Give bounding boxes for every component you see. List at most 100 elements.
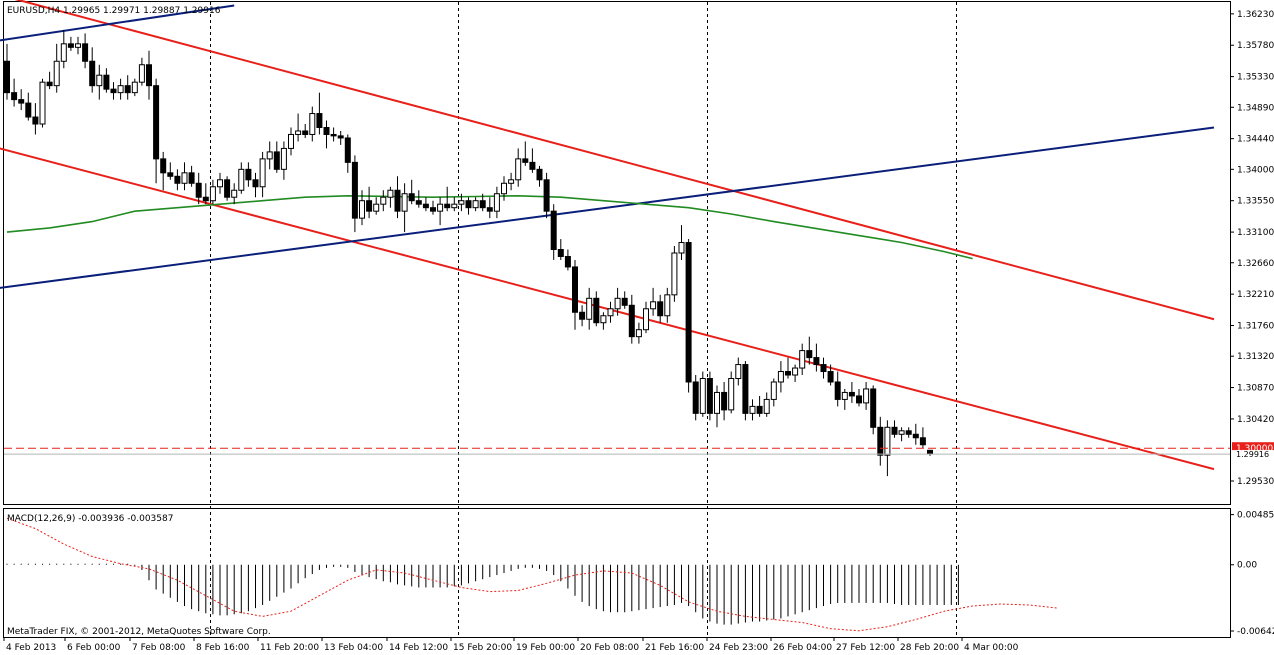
candle-body-bull bbox=[138, 64, 145, 83]
candle bbox=[735, 357, 742, 386]
macd-tick-label: -0.006420 bbox=[1237, 627, 1274, 637]
candle bbox=[785, 357, 791, 379]
candle bbox=[330, 127, 337, 142]
price-tick-label: 1.33550 bbox=[1237, 197, 1274, 207]
candle bbox=[685, 239, 692, 393]
candle-body-bull bbox=[586, 297, 593, 320]
candle-body-bull bbox=[728, 378, 735, 411]
candle-body-bear bbox=[579, 311, 586, 320]
candle bbox=[302, 124, 309, 138]
candle-body-bear bbox=[827, 371, 834, 383]
candle bbox=[799, 343, 806, 376]
time-tick-label: 28 Feb 20:00 bbox=[900, 643, 959, 653]
candle-body-bull bbox=[493, 193, 500, 212]
candle bbox=[529, 148, 536, 173]
time-tick-label: 6 Feb 00:00 bbox=[67, 643, 121, 653]
candle bbox=[763, 392, 770, 417]
candle bbox=[877, 416, 884, 466]
candle-body-bear bbox=[195, 182, 202, 198]
time-tick-label: 24 Feb 23:00 bbox=[709, 643, 768, 653]
candle-body-bear bbox=[834, 381, 841, 400]
candle-body-bear bbox=[32, 116, 39, 125]
time-tick-label: 15 Feb 20:00 bbox=[453, 643, 512, 653]
candle-body-bear bbox=[146, 64, 152, 87]
candle-body-bull bbox=[777, 371, 784, 383]
candle-body-bull bbox=[458, 200, 465, 205]
candle-body-bear bbox=[188, 172, 195, 184]
candle bbox=[96, 64, 103, 100]
candle bbox=[550, 204, 557, 260]
candle bbox=[380, 190, 387, 212]
price-axis: 1.36230 1.35780 1.35330 1.34890 1.34440 1.340… bbox=[1230, 10, 1274, 487]
candle-body-bear bbox=[536, 168, 543, 181]
candle-body-bull bbox=[763, 398, 770, 414]
candle bbox=[138, 57, 145, 86]
candle-body-bull bbox=[671, 252, 678, 296]
candle-body-bear bbox=[444, 203, 451, 209]
candle bbox=[621, 291, 628, 309]
candle bbox=[749, 399, 756, 421]
candle-body-bear bbox=[621, 297, 628, 306]
candle bbox=[657, 294, 664, 323]
candle bbox=[387, 186, 394, 208]
candle bbox=[103, 68, 110, 93]
candle-body-bear bbox=[430, 207, 436, 212]
candle-body-bull bbox=[131, 81, 138, 94]
candle bbox=[188, 165, 195, 187]
candle bbox=[309, 106, 316, 142]
candle bbox=[664, 287, 671, 323]
candle bbox=[756, 395, 763, 417]
candle bbox=[39, 78, 46, 128]
candle bbox=[699, 371, 706, 417]
candle-body-bear bbox=[465, 200, 472, 209]
candle-body-bear bbox=[160, 158, 167, 174]
candle bbox=[422, 197, 429, 212]
candle-body-bull bbox=[238, 168, 245, 191]
candle bbox=[359, 190, 365, 226]
candle bbox=[579, 305, 586, 327]
candle-body-bear bbox=[167, 172, 174, 177]
time-tick-label: 4 Mar 00:00 bbox=[964, 643, 1019, 653]
candle bbox=[650, 287, 657, 316]
symbol-info: EURUSD,H4 1.29965 1.29971 1.29887 1.2991… bbox=[7, 6, 221, 16]
candle bbox=[543, 172, 550, 219]
candle bbox=[501, 176, 507, 201]
time-axis: 4 Feb 2013 6 Feb 00:00 7 Feb 08:00 8 Feb 16… bbox=[3, 637, 1019, 653]
candle-body-bear bbox=[529, 161, 536, 170]
candle bbox=[692, 375, 699, 421]
candles bbox=[4, 29, 933, 477]
candle-body-bull bbox=[295, 130, 302, 135]
candle bbox=[67, 36, 74, 51]
candle bbox=[586, 287, 593, 330]
price-panel-frame bbox=[3, 1, 1231, 505]
time-tick-label: 26 Feb 04:00 bbox=[773, 643, 832, 653]
candle bbox=[146, 50, 152, 100]
candle bbox=[770, 378, 777, 407]
trendlines bbox=[0, 0, 1215, 471]
price-tick-label: 1.36230 bbox=[1237, 10, 1274, 20]
candle bbox=[600, 312, 607, 330]
candle-body-bull bbox=[678, 242, 685, 254]
macd-signal-polyline bbox=[6, 517, 1058, 632]
candle-body-bear bbox=[302, 130, 309, 135]
price-tick-label: 1.34890 bbox=[1237, 103, 1274, 113]
candle bbox=[522, 141, 529, 166]
time-tick-label: 4 Feb 2013 bbox=[6, 643, 56, 653]
candle-body-bull bbox=[792, 367, 799, 376]
candle-body-bear bbox=[912, 433, 919, 439]
candle bbox=[742, 361, 749, 421]
candle-body-bull bbox=[863, 388, 870, 404]
candle bbox=[181, 162, 188, 191]
candle bbox=[806, 336, 813, 365]
price-tick-label: 1.35330 bbox=[1237, 73, 1274, 83]
candle-body-bull bbox=[749, 405, 756, 414]
candle bbox=[195, 172, 202, 205]
candle-body-bear bbox=[422, 203, 429, 209]
candle bbox=[493, 186, 500, 219]
macd-tick-label: 0.004856 bbox=[1237, 511, 1274, 521]
candle bbox=[607, 301, 614, 323]
vertical-grid bbox=[210, 2, 957, 637]
time-tick-label: 13 Feb 04:00 bbox=[324, 643, 383, 653]
candle-body-bear bbox=[550, 210, 557, 251]
